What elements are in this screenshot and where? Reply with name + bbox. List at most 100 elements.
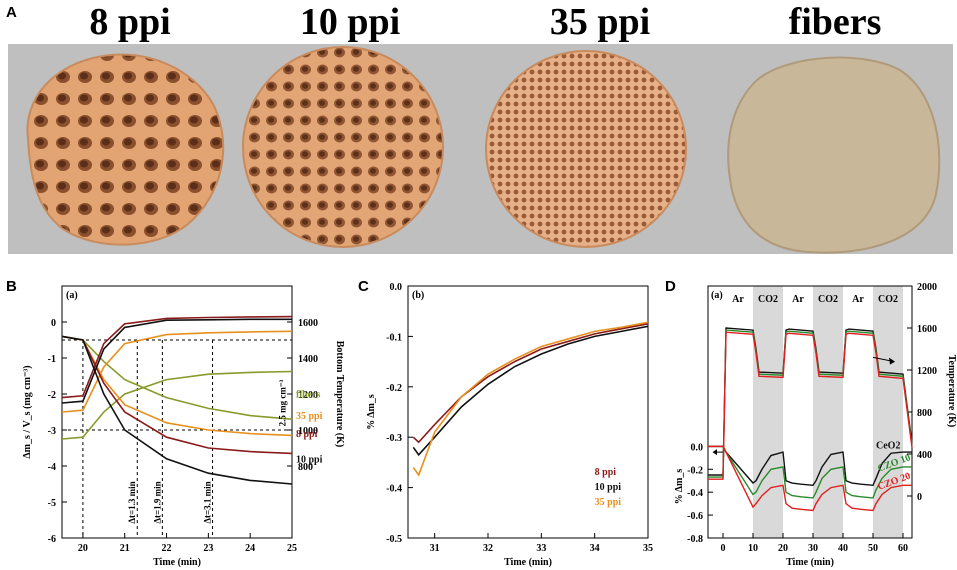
- y-tick-label: -0.4: [386, 484, 402, 495]
- x-axis-label: Time (min): [786, 557, 834, 568]
- photo-8ppi: [26, 53, 225, 246]
- x-tick-label: 60: [898, 543, 908, 554]
- legend-10ppi: 10 ppi: [296, 454, 323, 465]
- y-axis-label-left: Δm_s / V_s (mg cm⁻³): [22, 365, 33, 458]
- sample-photos: [26, 46, 941, 254]
- y-tick-label-right: 800: [298, 462, 313, 473]
- sample-title-fibers: fibers: [788, 1, 882, 43]
- annotation-dt-1: Δt=1.3 min: [127, 481, 137, 523]
- y-tick-label-left: -0.6: [687, 511, 703, 522]
- legend-ceo2: CeO2: [876, 441, 900, 452]
- x-tick-label: 33: [536, 543, 546, 554]
- series-line-mass: [708, 445, 912, 512]
- annotation-delta-mass: 2.5 mg cm⁻³: [278, 379, 288, 426]
- y-tick-label: 0.0: [390, 282, 403, 293]
- x-tick-label: 40: [838, 543, 848, 554]
- y-axis-label-right: Temperature (K): [946, 355, 957, 428]
- plot-frame: [61, 285, 293, 539]
- chart-d: 0 10 20 30 40 50 60 0.0 -0.2 -0.4 -0.6 -0.8 0 400 800 1…: [674, 282, 957, 568]
- co2-interval: [873, 286, 903, 538]
- x-tick-label: 23: [203, 543, 213, 554]
- panel-d-letter: D: [665, 278, 676, 295]
- x-tick-label: 30: [808, 543, 818, 554]
- series-line-mass: [61, 335, 293, 420]
- sample-title-35ppi: 35 ppi: [549, 1, 651, 43]
- photo-35ppi: [485, 50, 687, 248]
- x-tick-label: 50: [868, 543, 878, 554]
- panel-tag: (b): [412, 290, 424, 301]
- x-tick-label: 35: [643, 543, 653, 554]
- legend-8ppi: 8 ppi: [296, 429, 318, 440]
- y-tick-label: -0.5: [386, 534, 402, 545]
- legend-35ppi: 35 ppi: [595, 497, 622, 508]
- y-tick-label-right: 1400: [298, 354, 318, 365]
- x-tick-label: 10: [748, 543, 758, 554]
- sample-title-10ppi: 10 ppi: [299, 1, 401, 43]
- legend-35ppi: 35 ppi: [296, 411, 323, 422]
- y-tick-label: -0.2: [386, 383, 402, 394]
- gas-label: CO2: [758, 294, 778, 305]
- annotation-dt-3: Δt=3.1 min: [202, 481, 212, 523]
- y-tick-label-right: 1600: [298, 318, 318, 329]
- co2-interval: [753, 286, 783, 538]
- sample-photo-strip: [8, 44, 953, 254]
- x-tick-label: 20: [778, 543, 788, 554]
- series-line-mass: [61, 335, 293, 485]
- series-line-mass: [708, 445, 912, 487]
- x-tick-label: 25: [287, 543, 297, 554]
- series-line-temperature: [61, 370, 293, 440]
- y-tick-label-left: -0.8: [687, 534, 703, 545]
- x-tick-label: 34: [590, 543, 600, 554]
- y-tick-label-right: 1200: [917, 366, 937, 377]
- y-tick-label-left: 0: [51, 318, 56, 329]
- photo-fibers: [727, 56, 941, 254]
- y-tick-label-left: -2: [48, 390, 56, 401]
- series-line-temperature: [708, 331, 913, 480]
- x-tick-label: 0: [721, 543, 726, 554]
- y-tick-label-left: 0.0: [691, 442, 704, 453]
- y-tick-label-right: 1600: [917, 324, 937, 335]
- y-tick-label-right: 1000: [298, 426, 318, 437]
- y-tick-label-right: 2000: [917, 282, 937, 293]
- co2-interval: [813, 286, 843, 538]
- panel-tag: (a): [66, 290, 78, 301]
- arrow-head: [712, 449, 717, 456]
- y-tick-label-left: -3: [48, 426, 56, 437]
- gas-label: CO2: [818, 294, 838, 305]
- y-tick-label-left: -0.4: [687, 488, 703, 499]
- gas-label: Ar: [732, 294, 744, 305]
- y-tick-label: -0.1: [386, 332, 402, 343]
- photo-10ppi: [242, 46, 444, 248]
- gas-label: CO2: [878, 294, 898, 305]
- panel-tag: (a): [711, 290, 723, 301]
- x-axis-label: Time (min): [153, 557, 201, 568]
- series-line-temperature: [61, 318, 292, 404]
- y-tick-label-right: 800: [917, 408, 932, 419]
- y-tick-label-left: -1: [48, 354, 56, 365]
- gas-label: Ar: [852, 294, 864, 305]
- x-tick-label: 24: [245, 543, 255, 554]
- y-axis-label: % Δm_s: [366, 394, 377, 430]
- legend-10ppi: 10 ppi: [595, 482, 622, 493]
- y-tick-label-right: 1200: [298, 390, 318, 401]
- panel-a-letter: A: [6, 4, 17, 21]
- y-tick-label-right: 0: [917, 492, 922, 503]
- panel-b-letter: B: [6, 278, 17, 295]
- x-tick-label: 20: [78, 543, 88, 554]
- x-tick-label: 31: [430, 543, 440, 554]
- legend-8ppi: 8 ppi: [595, 467, 617, 478]
- x-tick-label: 32: [483, 543, 493, 554]
- sample-title-8ppi: 8 ppi: [89, 1, 171, 43]
- x-tick-label: 22: [162, 543, 172, 554]
- y-tick-label-left: -0.2: [687, 465, 703, 476]
- y-axis-label-left: % Δm_s: [674, 469, 685, 505]
- series-line: [412, 321, 649, 477]
- y-tick-label-left: -4: [48, 462, 56, 473]
- series-line-temperature: [61, 315, 293, 399]
- x-tick-label: 21: [120, 543, 130, 554]
- x-axis-label: Time (min): [504, 557, 552, 568]
- y-axis-label-right: Bottom Temperature (K): [334, 341, 345, 447]
- y-tick-label: -0.3: [386, 433, 402, 444]
- annotation-dt-2: Δt=1.9 min: [152, 481, 162, 523]
- series-line-temperature: [61, 330, 293, 413]
